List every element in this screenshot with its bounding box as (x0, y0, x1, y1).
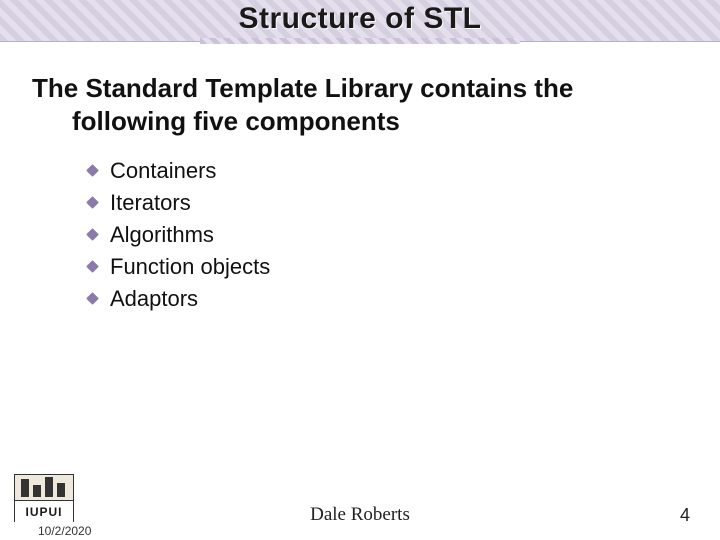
heading-line-1: The Standard Template Library contains t… (32, 73, 573, 103)
list-item: Adaptors (88, 283, 688, 315)
slide-title: Structure of STL (0, 2, 720, 36)
slide-content: The Standard Template Library contains t… (0, 42, 720, 314)
list-item: Function objects (88, 251, 688, 283)
footer-date: 10/2/2020 (38, 524, 91, 538)
slide-footer: IUPUI 10/2/2020 Dale Roberts 4 (0, 468, 720, 540)
title-underline-pattern (200, 38, 520, 44)
heading-line-2: following five components (32, 105, 688, 138)
bullet-list: Containers Iterators Algorithms Function… (32, 155, 688, 314)
page-number: 4 (680, 505, 690, 526)
footer-author: Dale Roberts (0, 504, 720, 526)
list-item: Algorithms (88, 219, 688, 251)
list-item: Iterators (88, 187, 688, 219)
logo-skyline-icon (15, 475, 73, 501)
slide-heading: The Standard Template Library contains t… (32, 72, 688, 137)
header-pattern-band: Structure of STL (0, 0, 720, 42)
list-item: Containers (88, 155, 688, 187)
